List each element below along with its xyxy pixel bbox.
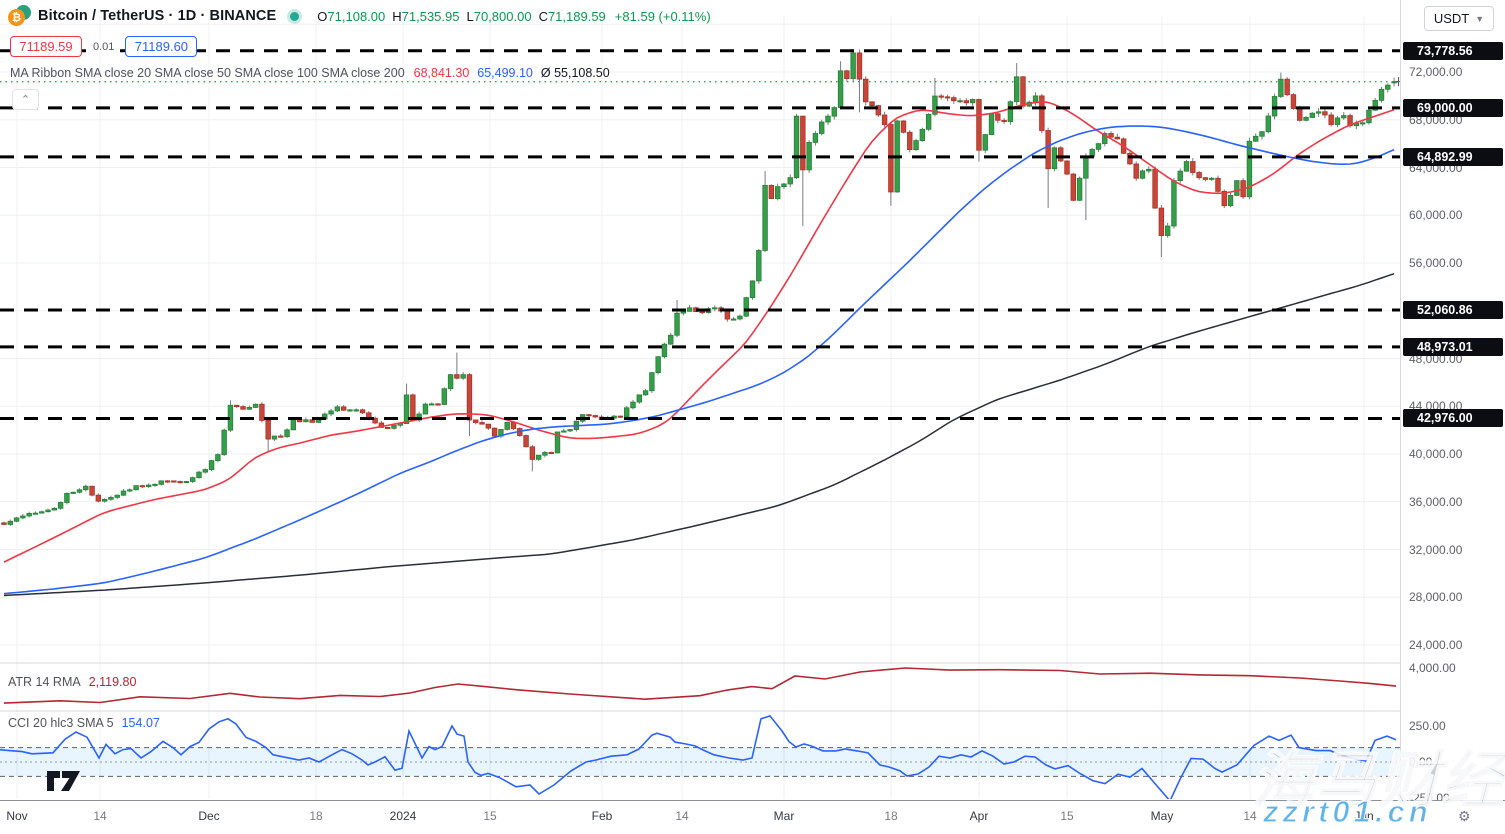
- sma50-line: [3, 125, 1395, 595]
- symbol-title[interactable]: Bitcoin / TetherUS · 1D · BINANCE: [38, 8, 277, 24]
- bitcoin-logo-icon: ₿: [8, 9, 25, 26]
- low-value: 70,800.00: [473, 8, 532, 24]
- atr-label: ATR 14 RMA: [8, 675, 81, 689]
- chevron-up-icon: ⌃: [20, 94, 31, 106]
- price-tick-label: 72,000.00: [1409, 65, 1463, 79]
- atr-line: [3, 667, 1397, 704]
- cci-tick-label: 250.00: [1409, 719, 1446, 733]
- time-tick-label: 18: [884, 809, 898, 823]
- price-level-badge[interactable]: 42,976.00: [1403, 409, 1503, 428]
- ohlc-values: O71,108.00 H71,535.95 L70,800.00 C71,189…: [317, 8, 711, 24]
- time-tick-label: May: [1150, 809, 1174, 823]
- symbol-logo: ₿: [8, 5, 32, 27]
- sma20-line: [3, 100, 1395, 563]
- cci-label: CCI 20 hlc3 SMA 5: [8, 716, 114, 730]
- ma-ribbon-value: 68,841.30: [413, 66, 470, 80]
- time-tick-label: Dec: [198, 809, 220, 823]
- price-level-badge[interactable]: 48,973.01: [1403, 337, 1503, 356]
- time-tick-label: 15: [1060, 809, 1074, 823]
- price-level-badge[interactable]: 64,892.99: [1403, 147, 1503, 166]
- time-tick-label: 14: [93, 809, 107, 823]
- spread-value: 0.01: [91, 40, 117, 53]
- price-level-badge[interactable]: 52,060.86: [1403, 301, 1503, 320]
- close-value: 71,189.59: [547, 8, 606, 24]
- time-tick-label: Feb: [591, 809, 613, 823]
- atr-tick-label: 4,000.00: [1409, 661, 1456, 675]
- chevron-down-icon: ▼: [1475, 13, 1485, 24]
- ma-ribbon-lines: [3, 100, 1395, 597]
- price-tick-label: 28,000.00: [1409, 590, 1463, 605]
- time-tick-label: Jun: [1354, 809, 1374, 823]
- price-level-badge[interactable]: 69,000.00: [1403, 98, 1503, 117]
- high-value: 71,535.95: [401, 8, 460, 24]
- chart-legend: ₿ Bitcoin / TetherUS · 1D · BINANCE O71,…: [8, 4, 711, 28]
- cci-legend[interactable]: CCI 20 hlc3 SMA 5 154.07: [8, 716, 160, 730]
- price-level-lines: [0, 49, 1400, 420]
- trade-buttons: 71189.59 0.01 71189.60: [10, 36, 198, 57]
- cci-tick-label: 0.00: [1409, 755, 1433, 769]
- price-level-badge[interactable]: 73,778.56: [1403, 41, 1503, 60]
- tradingview-logo-icon[interactable]: [46, 770, 82, 792]
- currency-dropdown[interactable]: USDT ▼: [1424, 6, 1494, 31]
- cci-pane: [0, 714, 1400, 799]
- brand-watermark: 海马财经: [1251, 746, 1505, 817]
- price-tick-label: 56,000.00: [1409, 256, 1463, 270]
- sma200-line: [3, 272, 1395, 597]
- time-tick-label: 2024: [389, 809, 417, 823]
- ma-ribbon-legend[interactable]: MA Ribbon SMA close 20 SMA close 50 SMA …: [10, 66, 618, 80]
- time-axis[interactable]: ⚙ Nov 14 Dec 18 2024 15 Feb 14 Mar 18 Apr 15 May 14 Ju…: [0, 800, 1505, 834]
- market-status-icon[interactable]: [290, 11, 300, 21]
- price-tick-label: 24,000.00: [1409, 638, 1463, 653]
- time-tick-label: Mar: [773, 809, 795, 823]
- candlestick-series: [1, 49, 1397, 526]
- atr-value: 2,119.80: [88, 675, 137, 689]
- grid-lines: [0, 16, 1400, 799]
- time-tick-label: 15: [483, 809, 497, 823]
- open-value: 71,108.00: [327, 8, 386, 24]
- currency-label: USDT: [1433, 11, 1470, 26]
- atr-legend[interactable]: ATR 14 RMA 2,119.80: [8, 675, 136, 689]
- ma-ribbon-value: Ø 55,108.50: [540, 66, 610, 80]
- time-tick-label: Apr: [969, 809, 989, 823]
- buy-button[interactable]: 71189.60: [125, 36, 198, 57]
- site-watermark: zzrt01.cn: [1262, 793, 1432, 829]
- cci-value: 154.07: [121, 716, 160, 730]
- time-tick-label: 14: [675, 809, 689, 823]
- time-tick-label: 14: [1243, 809, 1257, 823]
- price-tick-label: 36,000.00: [1409, 494, 1463, 509]
- collapse-indicators-button[interactable]: ⌃: [12, 89, 39, 110]
- price-axis[interactable]: USDT ▼ 72,000.00 68,000.00 64,000.00 60,000…: [1400, 0, 1505, 805]
- sell-button[interactable]: 71189.59: [10, 36, 82, 57]
- change-value: +81.59 (+0.11%): [614, 8, 711, 24]
- axis-settings-gear-icon[interactable]: ⚙: [1458, 808, 1471, 824]
- price-tick-label: 40,000.00: [1409, 447, 1463, 462]
- time-tick-label: Nov: [6, 809, 28, 823]
- time-tick-label: 18: [309, 809, 323, 823]
- ma-ribbon-label: MA Ribbon SMA close 20 SMA close 50 SMA …: [10, 66, 405, 80]
- ma-ribbon-values: 68,841.30 65,499.10 Ø 55,108.50: [414, 66, 618, 80]
- price-tick-label: 60,000.00: [1409, 208, 1463, 223]
- ma-ribbon-value: 65,499.10: [477, 66, 533, 80]
- price-tick-label: 32,000.00: [1409, 542, 1463, 557]
